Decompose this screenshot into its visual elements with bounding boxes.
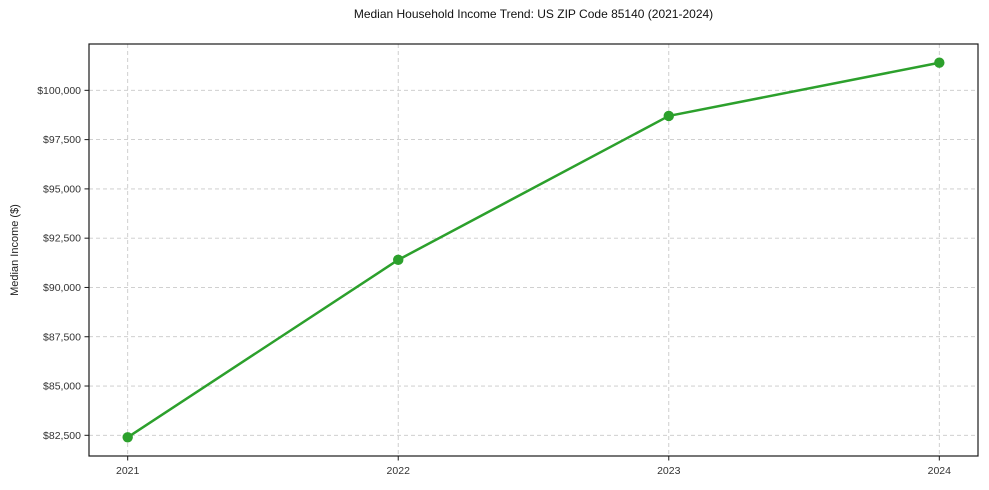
chart-title: Median Household Income Trend: US ZIP Co… bbox=[353, 7, 714, 21]
data-point-marker bbox=[393, 254, 404, 266]
y-tick-label: $92,500 bbox=[43, 233, 81, 245]
y-tick-label: $95,000 bbox=[43, 183, 81, 195]
y-tick-label: $82,500 bbox=[43, 430, 81, 442]
x-tick-label: 2021 bbox=[116, 465, 140, 477]
y-tick-label: $97,500 bbox=[43, 134, 81, 146]
trend-line bbox=[126, 61, 941, 439]
y-tick-label: $90,000 bbox=[43, 282, 81, 294]
x-tick-label: 2022 bbox=[387, 465, 411, 477]
data-point-marker bbox=[934, 57, 945, 68]
data-point-marker bbox=[663, 110, 674, 122]
axes-spines bbox=[88, 43, 979, 457]
y-tick-label: $85,000 bbox=[43, 381, 81, 393]
data-point-marker bbox=[122, 432, 133, 443]
y-tick-label: $87,500 bbox=[43, 331, 81, 343]
y-tick-label: $100,000 bbox=[37, 85, 81, 97]
x-tick-label: 2023 bbox=[657, 465, 681, 477]
x-tick-label: 2024 bbox=[928, 465, 952, 477]
